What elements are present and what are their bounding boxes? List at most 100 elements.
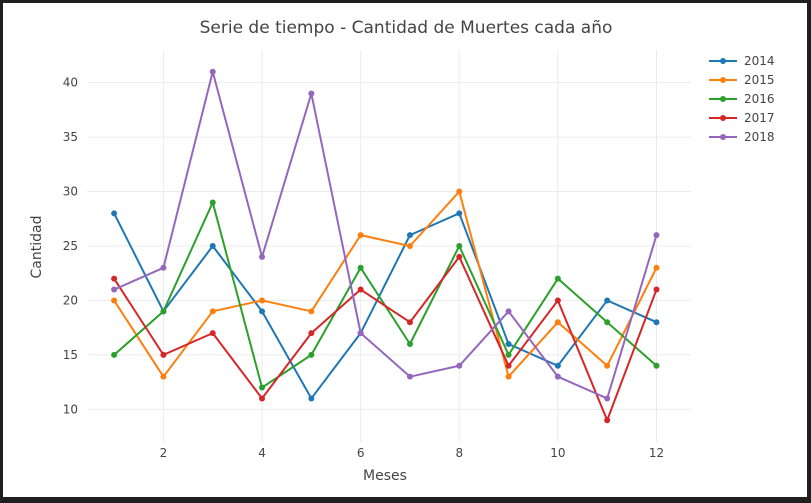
y-tick-label: 10 [63,402,78,416]
data-point-2016[interactable] [406,341,413,347]
data-point-2018[interactable] [357,330,364,337]
data-point-2016[interactable] [653,362,660,369]
series-line-2014 [113,212,657,400]
legend-marker-icon [720,115,726,121]
data-point-2016[interactable] [357,264,364,271]
data-point-2016[interactable] [505,351,512,358]
data-point-2017[interactable] [160,351,167,358]
legend-item-2017[interactable]: 2017 [709,111,775,125]
y-tick-label: 30 [63,185,78,199]
data-point-2015[interactable] [259,297,266,304]
y-tick-label: 35 [63,130,78,144]
data-point-2014[interactable] [406,232,413,239]
data-point-2018[interactable] [604,395,611,402]
legend-label: 2015 [744,73,775,87]
y-tick-label: 20 [63,293,78,307]
data-point-2015[interactable] [308,308,315,315]
x-tick-label: 2 [160,446,168,460]
legend-label: 2016 [744,92,775,106]
series-line-2017 [113,255,658,422]
y-axis-title: Cantidad [29,216,45,279]
data-point-2015[interactable] [653,264,660,271]
data-point-2016[interactable] [209,199,216,206]
data-point-2016[interactable] [604,319,611,326]
x-axis-ticks: 2 4 6 8 10 12 [160,446,665,460]
y-tick-label: 40 [63,76,78,90]
data-point-2017[interactable] [604,417,611,424]
data-point-2018[interactable] [111,286,118,293]
data-point-2017[interactable] [308,330,315,337]
data-point-2018[interactable] [505,308,512,315]
data-point-2016[interactable] [259,384,266,391]
data-point-2018[interactable] [259,253,266,260]
data-point-2017[interactable] [209,330,216,337]
data-point-2018[interactable] [308,90,315,97]
data-point-2016[interactable] [554,275,561,282]
grid [87,50,691,442]
legend-item-2018[interactable]: 2018 [709,130,775,144]
data-point-2015[interactable] [505,373,512,380]
data-point-2017[interactable] [653,286,660,293]
series-2017 [111,253,660,424]
x-tick-label: 12 [649,446,664,460]
data-point-2015[interactable] [456,188,463,195]
data-point-2016[interactable] [160,308,167,315]
data-point-2014[interactable] [111,210,118,217]
chart-title: Serie de tiempo - Cantidad de Muertes ca… [200,18,613,38]
data-point-2017[interactable] [357,286,364,293]
legend-label: 2014 [744,54,775,68]
data-point-2015[interactable] [357,232,364,239]
data-point-2017[interactable] [406,319,413,326]
data-point-2016[interactable] [456,243,463,249]
data-point-2018[interactable] [209,68,216,75]
data-point-2014[interactable] [554,362,561,369]
legend-item-2014[interactable]: 2014 [709,54,775,68]
data-point-2018[interactable] [554,373,561,380]
data-point-2018[interactable] [406,373,413,380]
data-point-2014[interactable] [505,341,512,347]
data-point-2015[interactable] [554,319,561,326]
series-2018 [111,68,660,402]
y-tick-label: 25 [63,239,78,253]
data-point-2017[interactable] [259,395,266,402]
series-line-2015 [113,190,658,378]
data-point-2015[interactable] [160,373,167,380]
data-point-2014[interactable] [209,243,216,249]
series-2015 [111,188,660,380]
legend[interactable]: 2014 2015 2016 2017 2018 [709,54,775,144]
data-point-2014[interactable] [653,319,660,326]
series-line-2018 [113,70,658,400]
data-point-2015[interactable] [111,297,118,304]
data-point-2015[interactable] [604,362,611,369]
legend-label: 2018 [744,130,775,144]
data-point-2018[interactable] [160,264,167,271]
data-point-2017[interactable] [505,362,512,369]
data-point-2014[interactable] [456,210,463,217]
data-point-2017[interactable] [554,297,561,304]
data-point-2015[interactable] [406,243,413,249]
series-2016 [111,199,660,391]
legend-item-2016[interactable]: 2016 [709,92,775,106]
data-point-2014[interactable] [604,297,611,304]
data-point-2014[interactable] [259,308,266,315]
x-tick-label: 8 [455,446,463,460]
legend-marker-icon [720,77,726,83]
legend-marker-icon [720,134,726,140]
legend-marker-icon [720,96,726,102]
legend-marker-icon [720,58,726,64]
data-point-2017[interactable] [456,253,463,260]
data-point-2018[interactable] [653,232,660,239]
series-layer [111,68,660,424]
data-point-2016[interactable] [308,351,315,358]
data-point-2016[interactable] [111,351,118,358]
data-point-2018[interactable] [456,362,463,369]
legend-item-2015[interactable]: 2015 [709,73,775,87]
data-point-2014[interactable] [308,395,315,402]
x-tick-label: 6 [357,446,365,460]
x-axis-title: Meses [363,468,407,484]
data-point-2015[interactable] [209,308,216,315]
series-line-2016 [113,201,658,389]
data-point-2017[interactable] [111,275,118,282]
chart-frame: 2 4 6 8 10 12 10 15 20 25 30 35 40 Serie de tiempo … [3,3,807,497]
y-axis-ticks: 10 15 20 25 30 35 40 [63,76,78,417]
